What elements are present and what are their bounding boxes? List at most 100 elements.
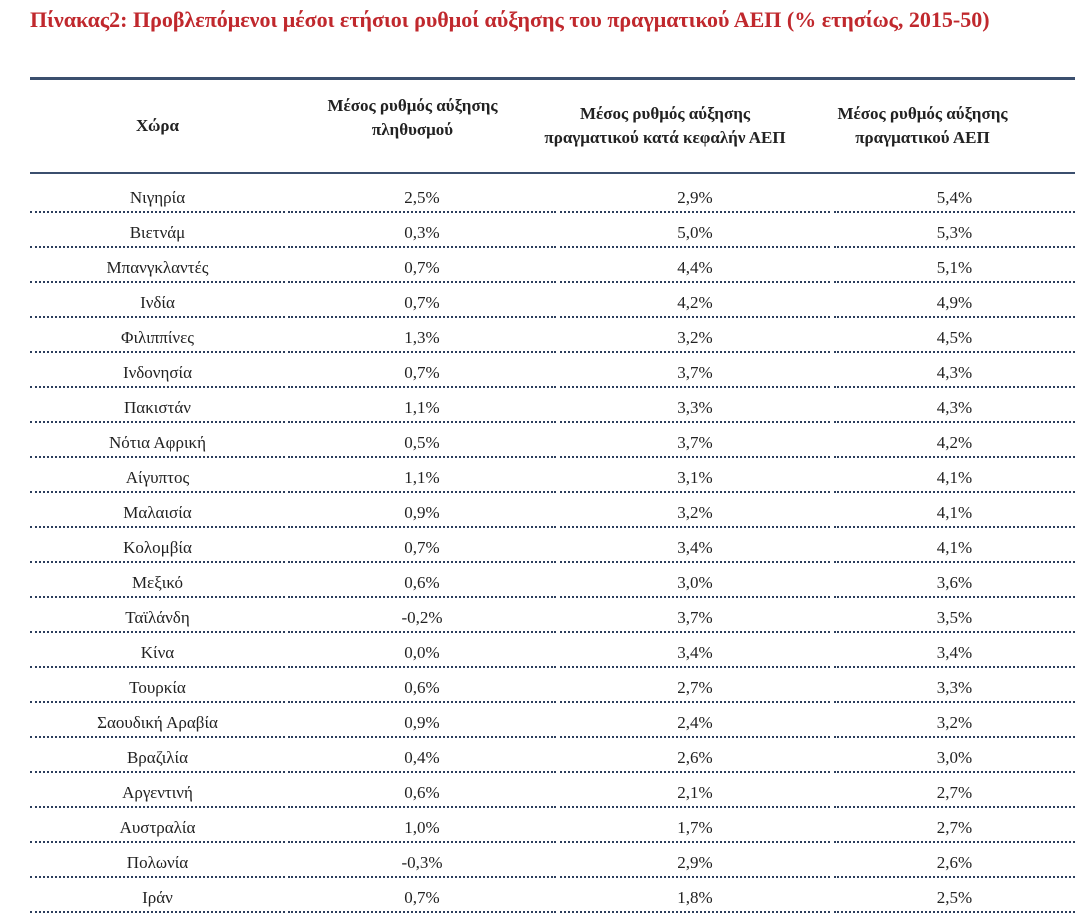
table-row: Νιγηρία 2,5% 2,9% 5,4% <box>30 180 1075 215</box>
table-row: Πολωνία -0,3% 2,9% 2,6% <box>30 845 1075 880</box>
cell-gdp-growth: 4,5% <box>834 320 1075 353</box>
cell-gdp-growth: 2,5% <box>834 880 1075 913</box>
header-country: Χώρα <box>136 116 179 135</box>
table-row: Πακιστάν 1,1% 3,3% 4,3% <box>30 390 1075 425</box>
cell-gdp-growth: 5,4% <box>834 180 1075 213</box>
table-body: Νιγηρία 2,5% 2,9% 5,4% Βιετνάμ 0,3% 5,0% 5,3% Μπ… <box>30 180 1075 915</box>
cell-gdp-growth: 5,3% <box>834 215 1075 248</box>
cell-country: Τουρκία <box>30 670 285 703</box>
table-row: Βραζιλία 0,4% 2,6% 3,0% <box>30 740 1075 775</box>
cell-country: Αυστραλία <box>30 810 285 843</box>
table-row: Βιετνάμ 0,3% 5,0% 5,3% <box>30 215 1075 250</box>
cell-per-capita-gdp-growth: 3,0% <box>560 565 830 598</box>
cell-per-capita-gdp-growth: 3,2% <box>560 495 830 528</box>
cell-country: Ιράν <box>30 880 285 913</box>
cell-gdp-growth: 4,1% <box>834 530 1075 563</box>
cell-gdp-growth: 3,5% <box>834 600 1075 633</box>
cell-population-growth: 1,1% <box>288 460 556 493</box>
cell-per-capita-gdp-growth: 4,2% <box>560 285 830 318</box>
cell-gdp-growth: 4,3% <box>834 355 1075 388</box>
table-row: Φιλιππίνες 1,3% 3,2% 4,5% <box>30 320 1075 355</box>
cell-country: Αίγυπτος <box>30 460 285 493</box>
cell-per-capita-gdp-growth: 3,7% <box>560 355 830 388</box>
cell-gdp-growth: 3,6% <box>834 565 1075 598</box>
cell-gdp-growth: 4,2% <box>834 425 1075 458</box>
cell-gdp-growth: 2,6% <box>834 845 1075 878</box>
cell-country: Κολομβία <box>30 530 285 563</box>
cell-population-growth: 1,3% <box>288 320 556 353</box>
table-row: Ταϊλάνδη -0,2% 3,7% 3,5% <box>30 600 1075 635</box>
cell-population-growth: 0,7% <box>288 250 556 283</box>
cell-population-growth: 0,9% <box>288 495 556 528</box>
cell-per-capita-gdp-growth: 2,9% <box>560 845 830 878</box>
cell-population-growth: 0,7% <box>288 355 556 388</box>
cell-population-growth: -0,2% <box>288 600 556 633</box>
table-row: Σαουδική Αραβία 0,9% 2,4% 3,2% <box>30 705 1075 740</box>
table-row: Κολομβία 0,7% 3,4% 4,1% <box>30 530 1075 565</box>
cell-population-growth: 0,9% <box>288 705 556 738</box>
cell-gdp-growth: 4,1% <box>834 495 1075 528</box>
cell-per-capita-gdp-growth: 1,8% <box>560 880 830 913</box>
cell-population-growth: 1,1% <box>288 390 556 423</box>
cell-population-growth: 0,7% <box>288 285 556 318</box>
cell-gdp-growth: 3,0% <box>834 740 1075 773</box>
cell-population-growth: -0,3% <box>288 845 556 878</box>
cell-population-growth: 1,0% <box>288 810 556 843</box>
cell-per-capita-gdp-growth: 3,4% <box>560 530 830 563</box>
cell-population-growth: 0,5% <box>288 425 556 458</box>
cell-per-capita-gdp-growth: 5,0% <box>560 215 830 248</box>
cell-gdp-growth: 5,1% <box>834 250 1075 283</box>
cell-per-capita-gdp-growth: 3,4% <box>560 635 830 668</box>
table-row: Ιράν 0,7% 1,8% 2,5% <box>30 880 1075 915</box>
cell-country: Μεξικό <box>30 565 285 598</box>
cell-gdp-growth: 2,7% <box>834 810 1075 843</box>
cell-country: Νότια Αφρική <box>30 425 285 458</box>
cell-per-capita-gdp-growth: 2,1% <box>560 775 830 808</box>
cell-per-capita-gdp-growth: 3,7% <box>560 425 830 458</box>
cell-gdp-growth: 4,3% <box>834 390 1075 423</box>
cell-population-growth: 0,3% <box>288 215 556 248</box>
cell-population-growth: 0,6% <box>288 565 556 598</box>
cell-gdp-growth: 4,1% <box>834 460 1075 493</box>
table-row: Αργεντινή 0,6% 2,1% 2,7% <box>30 775 1075 810</box>
table-row: Αίγυπτος 1,1% 3,1% 4,1% <box>30 460 1075 495</box>
cell-gdp-growth: 2,7% <box>834 775 1075 808</box>
cell-population-growth: 2,5% <box>288 180 556 213</box>
header-gdp-growth: Μέσος ρυθμός αύξησης πραγματικού ΑΕΠ <box>837 104 1008 147</box>
cell-gdp-growth: 3,4% <box>834 635 1075 668</box>
cell-per-capita-gdp-growth: 3,7% <box>560 600 830 633</box>
table-row: Ινδία 0,7% 4,2% 4,9% <box>30 285 1075 320</box>
cell-country: Μαλαισία <box>30 495 285 528</box>
table-row: Κίνα 0,0% 3,4% 3,4% <box>30 635 1075 670</box>
cell-per-capita-gdp-growth: 4,4% <box>560 250 830 283</box>
cell-per-capita-gdp-growth: 2,7% <box>560 670 830 703</box>
cell-gdp-growth: 3,3% <box>834 670 1075 703</box>
cell-gdp-growth: 4,9% <box>834 285 1075 318</box>
cell-country: Ινδία <box>30 285 285 318</box>
cell-population-growth: 0,4% <box>288 740 556 773</box>
cell-per-capita-gdp-growth: 2,9% <box>560 180 830 213</box>
cell-country: Πακιστάν <box>30 390 285 423</box>
table-top-rule <box>30 77 1075 80</box>
cell-country: Κίνα <box>30 635 285 668</box>
cell-population-growth: 0,6% <box>288 775 556 808</box>
table-row: Τουρκία 0,6% 2,7% 3,3% <box>30 670 1075 705</box>
cell-per-capita-gdp-growth: 2,4% <box>560 705 830 738</box>
cell-country: Αργεντινή <box>30 775 285 808</box>
table-row: Μεξικό 0,6% 3,0% 3,6% <box>30 565 1075 600</box>
cell-population-growth: 0,7% <box>288 530 556 563</box>
cell-per-capita-gdp-growth: 3,1% <box>560 460 830 493</box>
header-bottom-rule <box>30 172 1075 174</box>
header-per-capita-gdp-growth: Μέσος ρυθμός αύξησης πραγματικού κατά κε… <box>544 104 786 147</box>
table-row: Μαλαισία 0,9% 3,2% 4,1% <box>30 495 1075 530</box>
cell-gdp-growth: 3,2% <box>834 705 1075 738</box>
cell-country: Φιλιππίνες <box>30 320 285 353</box>
cell-country: Νιγηρία <box>30 180 285 213</box>
cell-country: Σαουδική Αραβία <box>30 705 285 738</box>
cell-country: Ταϊλάνδη <box>30 600 285 633</box>
cell-country: Μπανγκλαντές <box>30 250 285 283</box>
cell-per-capita-gdp-growth: 3,3% <box>560 390 830 423</box>
table-row: Μπανγκλαντές 0,7% 4,4% 5,1% <box>30 250 1075 285</box>
table-title: Πίνακας2: Προβλεπόμενοι μέσοι ετήσιοι ρυ… <box>30 7 990 32</box>
